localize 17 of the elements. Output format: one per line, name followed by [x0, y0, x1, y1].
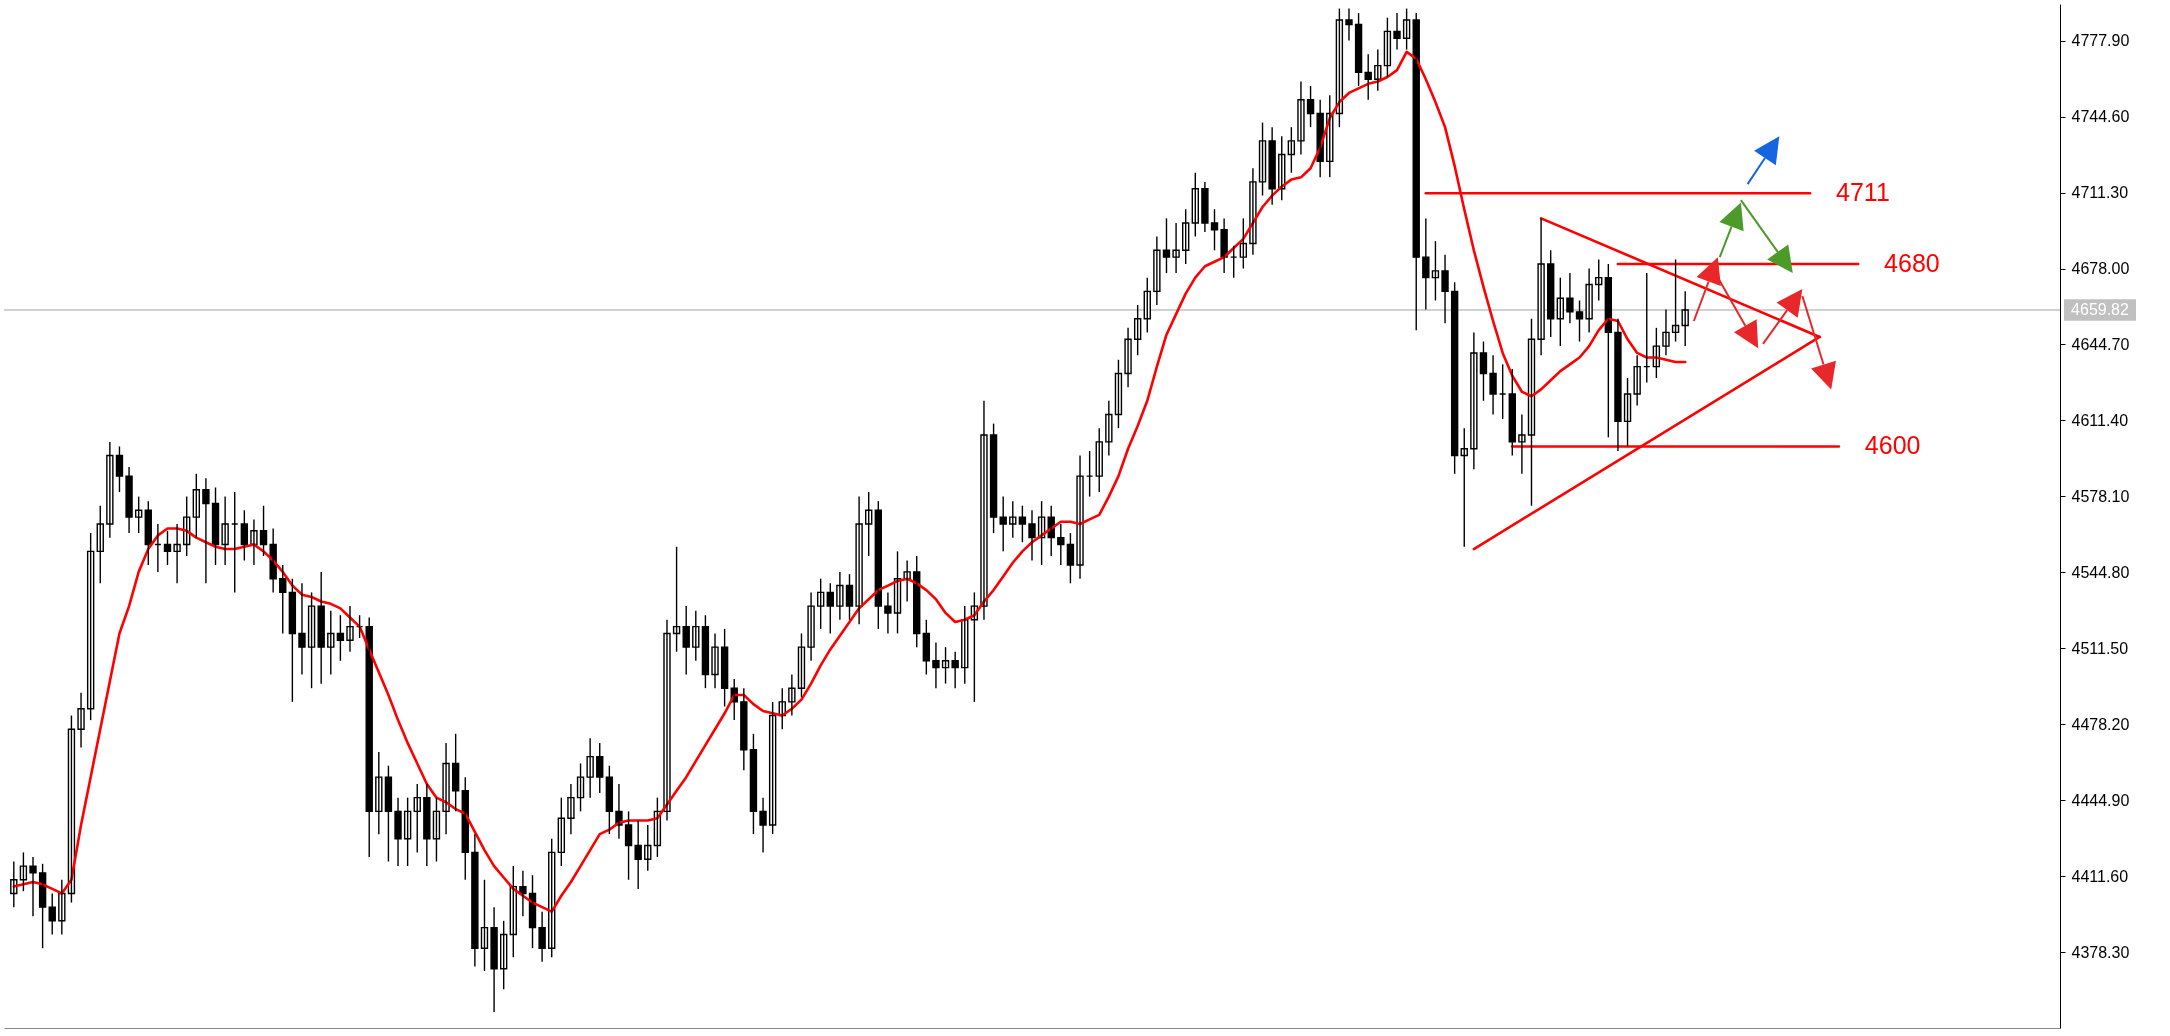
- y-tick-label: 4478.20: [2071, 715, 2130, 733]
- y-tick-label: 4544.80: [2071, 563, 2130, 581]
- y-tick-label: 4611.40: [2071, 411, 2129, 429]
- y-tick-label: 4378.30: [2071, 943, 2130, 961]
- y-tick-label: 4744.60: [2071, 108, 2130, 126]
- series-label: 4600: [1864, 431, 1921, 460]
- ref-line-label: 4659.82: [2071, 301, 2130, 319]
- series-label: 4711: [1836, 178, 1890, 207]
- y-tick-label: 4644.70: [2071, 336, 2130, 353]
- y-tick-label: 4578.10: [2071, 487, 2130, 505]
- y-tick-label: 4511.50: [2071, 639, 2129, 657]
- y-tick-label: 4711.30: [2071, 184, 2129, 202]
- y-tick-label: 4678.00: [2071, 260, 2130, 278]
- series-label: 4680: [1884, 248, 1940, 277]
- y-tick-label: 4411.60: [2071, 867, 2129, 885]
- y-tick-label: 4444.90: [2071, 791, 2130, 809]
- y-tick-label: 4777.90: [2071, 32, 2130, 50]
